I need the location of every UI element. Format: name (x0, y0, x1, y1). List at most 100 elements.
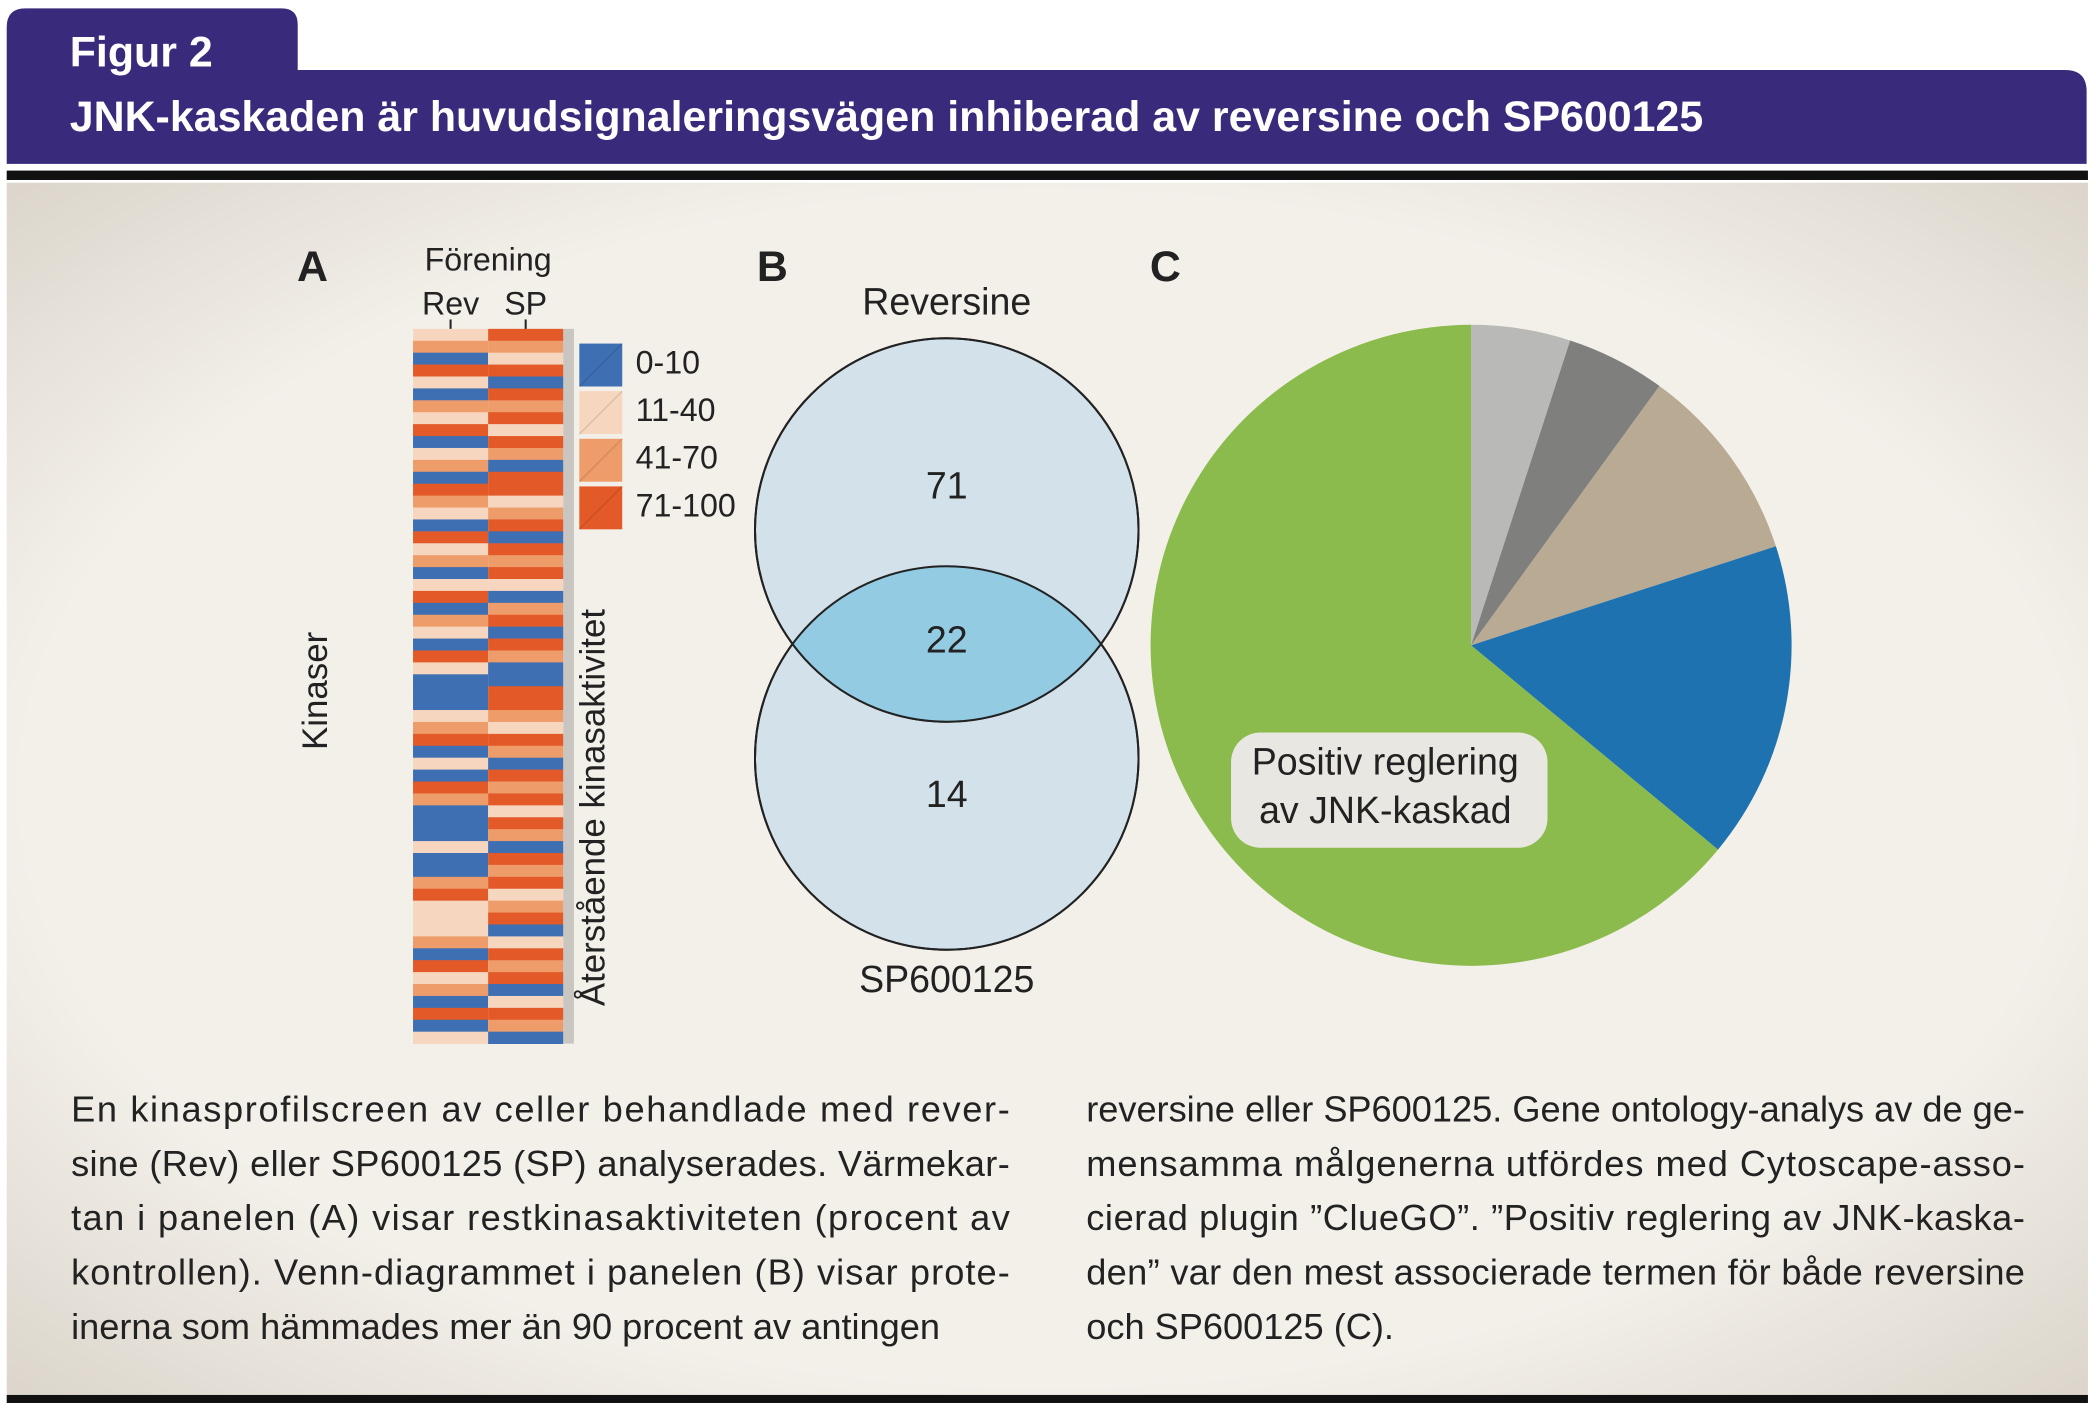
heatmap-cell (488, 471, 564, 485)
heatmap-cell (488, 567, 564, 580)
heatmap-cell (488, 400, 564, 413)
heatmap-cell (488, 352, 564, 365)
heatmap-cell (413, 972, 489, 985)
heatmap-cell (488, 757, 564, 771)
heatmap-cell (413, 590, 489, 604)
heatmap-cell (413, 781, 489, 794)
heatmap-cell (488, 912, 564, 925)
heatmap-cell (488, 698, 564, 711)
heatmap-cell (413, 328, 489, 342)
heatmap-cell (488, 817, 564, 830)
figure-title: JNK-kaskaden är huvudsignaleringsvägen i… (70, 93, 1704, 141)
heatmap-cell (413, 936, 489, 949)
heatmap-cell (413, 531, 489, 544)
column-label: SP (504, 286, 547, 322)
heatmap-cell (413, 364, 489, 377)
heatmap-cell (413, 626, 489, 639)
heatmap-cell (413, 841, 489, 854)
heatmap-cell (488, 483, 564, 497)
heatmap-cell (488, 519, 564, 532)
heatmap-cell (413, 436, 489, 449)
heatmap-cell (488, 412, 564, 425)
heatmap-cell (413, 1007, 489, 1021)
set-label: Reversine (862, 281, 1031, 323)
side-strip (563, 328, 574, 1044)
figure-label: Figur 2 (70, 29, 213, 77)
heatmap-cell (413, 447, 489, 461)
heatmap-cell (413, 984, 489, 997)
heatmap-cell (488, 829, 564, 842)
heatmap-cell (488, 650, 564, 663)
heatmap-cell (488, 602, 564, 616)
heatmap-cell (413, 829, 489, 842)
heatmap-cell (413, 424, 489, 437)
heatmap-cell (413, 817, 489, 830)
legend-swatch (579, 391, 623, 435)
heatmap-cell (413, 888, 489, 902)
heatmap-cell (413, 721, 489, 735)
group-label: Förening (425, 241, 552, 277)
legend-label: 41-70 (636, 440, 718, 476)
heatmap-cell (488, 841, 564, 854)
heatmap-cell (413, 876, 489, 890)
heatmap-cell (413, 400, 489, 413)
panel-letter: B (757, 243, 788, 291)
panel-b: B Reversine SP600125 71 22 14 (753, 243, 1140, 1000)
heatmap-cell (413, 376, 489, 389)
heatmap-cell (413, 388, 489, 401)
heatmap-cell (488, 864, 564, 878)
rule (6, 170, 2088, 180)
heatmap-cell (488, 674, 564, 687)
caption-line: mensamma målgenerna utfördes med Cytosca… (1086, 1143, 2025, 1184)
heatmap-cell (488, 924, 564, 937)
heatmap-cell (413, 686, 489, 699)
heatmap-cell (413, 1019, 489, 1033)
legend-label: 11-40 (636, 392, 716, 428)
heatmap-cell (488, 340, 564, 354)
caption-line: sine (Rev) eller SP600125 (SP) analysera… (71, 1143, 1010, 1184)
legend-label: 0-10 (636, 345, 700, 381)
heatmap-cell (488, 984, 564, 997)
caption-line: reversine eller SP600125. Gene ontology-… (1086, 1089, 2025, 1130)
heatmap-cell (413, 412, 489, 425)
heatmap-cell (488, 424, 564, 437)
heatmap-cell (413, 352, 489, 365)
heatmap-cell (488, 876, 564, 890)
heatmap-cell (413, 745, 489, 759)
heatmap-cell (413, 471, 489, 485)
legend-label: 71-100 (636, 487, 736, 523)
heatmap-cell (488, 793, 564, 806)
heatmap-cell (413, 1031, 489, 1044)
heatmap-cell (488, 590, 564, 604)
set-label: SP600125 (859, 958, 1034, 1000)
heatmap-cell (413, 602, 489, 616)
heatmap-cell (488, 364, 564, 377)
legend-swatch-diag (578, 438, 623, 483)
pie-slice (1471, 340, 1660, 646)
heatmap-cell (488, 972, 564, 985)
heatmap-cell (488, 1007, 564, 1021)
heatmap-cell (488, 769, 564, 782)
heatmap-cell (413, 710, 489, 723)
heatmap-cell (413, 650, 489, 663)
heatmap-cell (413, 674, 489, 687)
heatmap-cell (413, 852, 489, 866)
caption-line: tan i panelen (A) visar restkinasaktivit… (71, 1197, 1010, 1238)
heatmap-cell (488, 531, 564, 544)
heatmap-cell (488, 745, 564, 759)
heatmap-cell (488, 733, 564, 747)
heatmap-cell (488, 852, 564, 866)
heatmap-cell (488, 805, 564, 818)
heatmap-cell (413, 507, 489, 520)
heatmap-cell (488, 960, 564, 973)
heatmap-cell (488, 638, 564, 651)
pie-slice (1471, 324, 1571, 646)
annotation-box (1231, 732, 1548, 848)
heatmap-cell (413, 793, 489, 806)
heatmap-cell (413, 567, 489, 580)
heatmap-cell (488, 459, 564, 473)
legend-swatch-diag (578, 390, 623, 435)
annotation-text: Positiv reglering (1252, 741, 1519, 783)
rule (6, 1394, 2088, 1403)
heatmap-cell (413, 662, 489, 675)
